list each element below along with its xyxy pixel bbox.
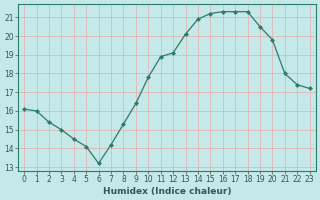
X-axis label: Humidex (Indice chaleur): Humidex (Indice chaleur) <box>103 187 231 196</box>
